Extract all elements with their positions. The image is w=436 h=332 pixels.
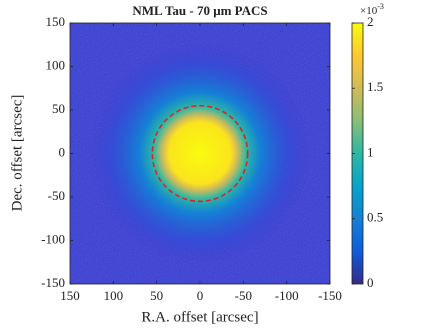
x-tick-label: 100 <box>104 288 124 303</box>
x-tick-label: 150 <box>60 288 80 303</box>
y-tick-label: 100 <box>46 57 66 72</box>
colorbar-multiplier: ×10-3 <box>360 2 384 17</box>
colorbar-tick-label: 1 <box>367 144 374 159</box>
colorbar-tick-label: 0 <box>367 275 374 290</box>
y-tick-label: -50 <box>48 188 65 203</box>
y-tick-label: 0 <box>59 144 66 159</box>
y-axis-label: Dec. offset [arcsec] <box>9 95 25 212</box>
y-tick-label: -100 <box>41 231 65 246</box>
y-tick-label: -150 <box>41 275 65 290</box>
x-tick-label: 50 <box>150 288 163 303</box>
aperture-circle <box>151 104 249 203</box>
x-tick-label: -50 <box>235 288 252 303</box>
x-tick-label: -100 <box>275 288 299 303</box>
x-tick-label: -150 <box>318 288 342 303</box>
colorbar-tick-label: 0.5 <box>367 210 383 225</box>
x-axis-label: R.A. offset [arcsec] <box>141 309 258 325</box>
colorbar-tick-label: 1.5 <box>367 79 383 94</box>
x-tick-label: 0 <box>197 288 204 303</box>
colorbar-tick-label: 2 <box>367 14 374 29</box>
chart-title: NML Tau - 70 μm PACS <box>132 3 267 18</box>
y-tick-label: 150 <box>46 14 66 29</box>
image <box>70 23 330 284</box>
y-tick-label: 50 <box>52 101 65 116</box>
